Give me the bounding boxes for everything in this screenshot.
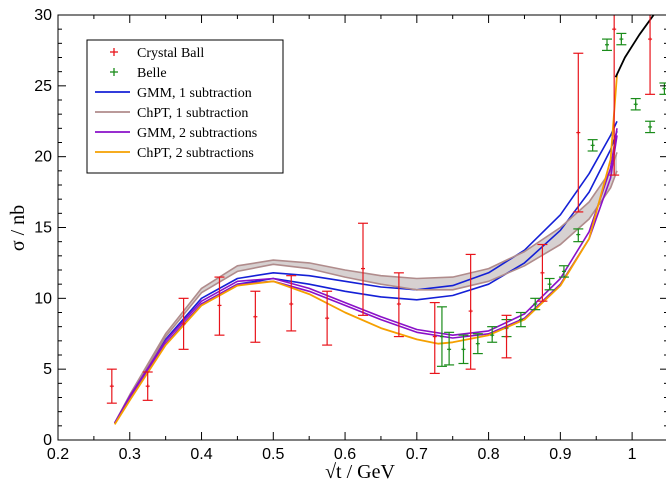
x-tick-label: 0.4	[190, 446, 212, 463]
chpt1-upper-line	[113, 152, 618, 424]
y-tick-label: 0	[43, 432, 52, 449]
belle-point	[645, 120, 656, 134]
legend-label: Belle	[137, 66, 167, 81]
crystal-ball-point	[286, 275, 297, 332]
crystal-ball-point	[322, 290, 333, 346]
y-tick-label: 10	[34, 290, 52, 307]
crystal-ball-point	[573, 52, 584, 213]
legend-label: ChPT, 2 subtractions	[137, 146, 254, 161]
black-line	[614, 15, 655, 78]
belle-point	[602, 38, 612, 52]
y-axis: 0 5 10 15 20 25 30	[34, 7, 666, 449]
crystal-ball-point	[429, 301, 440, 375]
legend-entry: GMM, 2 subtractions	[95, 126, 257, 141]
legend-label: GMM, 2 subtractions	[137, 126, 257, 141]
legend-entry: GMM, 1 subtraction	[95, 86, 252, 101]
crystal-ball-point	[609, 15, 620, 176]
crystal-ball-point	[537, 243, 548, 302]
belle-point	[472, 333, 483, 355]
legend: Crystal Ball Belle GMM, 1 subtraction ChPT,…	[86, 39, 284, 174]
crystal-ball-point	[250, 290, 261, 343]
crystal-ball-point	[142, 371, 153, 401]
belle-point	[515, 311, 526, 328]
x-axis-label: √t / GeV	[325, 461, 395, 483]
belle-point	[616, 32, 627, 46]
crystal-ball-point	[358, 222, 368, 316]
legend-box	[86, 39, 284, 174]
belle-point	[544, 277, 555, 291]
y-tick-label: 25	[34, 78, 52, 95]
crystal-ball-point	[178, 297, 189, 350]
belle-point	[659, 82, 666, 95]
x-tick-label: 0.2	[47, 446, 69, 463]
data-points	[106, 15, 666, 404]
x-axis: 0.2 0.3 0.4 0.5 0.6 0.7 0.8 0.9 1	[47, 15, 637, 463]
y-tick-label: 20	[34, 149, 52, 166]
legend-entry: ChPT, 2 subtractions	[95, 146, 254, 161]
belle-point	[630, 97, 641, 111]
belle-point	[436, 306, 447, 367]
x-tick-label: 1	[628, 446, 637, 463]
x-tick-label: 0.3	[119, 446, 141, 463]
chpt1-band-fill	[114, 152, 617, 423]
legend-label: GMM, 1 subtraction	[137, 86, 252, 101]
x-tick-label: 0.7	[406, 446, 428, 463]
belle-point	[587, 139, 598, 152]
x-tick-label: 0.8	[477, 446, 499, 463]
belle-point	[573, 228, 584, 243]
legend-entry: Crystal Ball	[110, 46, 204, 61]
crystal-ball-point	[214, 276, 225, 336]
crystal-ball-point	[465, 253, 476, 370]
crystal-ball-point	[501, 314, 512, 359]
gmm1-upper-line	[114, 120, 618, 424]
x-tick-label: 0.5	[262, 446, 284, 463]
belle-point	[530, 297, 541, 311]
y-axis-label: σ / nb	[7, 205, 29, 251]
crystal-ball-point	[645, 15, 656, 95]
gmm2-upper-line	[114, 128, 618, 424]
belle-point	[444, 331, 455, 366]
legend-label: ChPT, 1 subtraction	[137, 106, 248, 121]
belle-point	[558, 265, 569, 278]
x-tick-label: 0.6	[334, 446, 356, 463]
y-tick-label: 30	[34, 7, 52, 24]
x-tick-label: 0.9	[549, 446, 571, 463]
belle-point	[458, 334, 469, 365]
belle-point	[487, 326, 498, 343]
y-tick-label: 15	[34, 220, 52, 237]
legend-label: Crystal Ball	[137, 46, 204, 61]
crystal-ball-point	[393, 272, 404, 338]
y-tick-label: 5	[43, 361, 52, 378]
crystal-ball-point	[106, 368, 117, 404]
legend-entry: ChPT, 1 subtraction	[95, 106, 248, 121]
legend-entry: Belle	[110, 66, 167, 81]
chpt1-lower-line	[114, 170, 618, 424]
